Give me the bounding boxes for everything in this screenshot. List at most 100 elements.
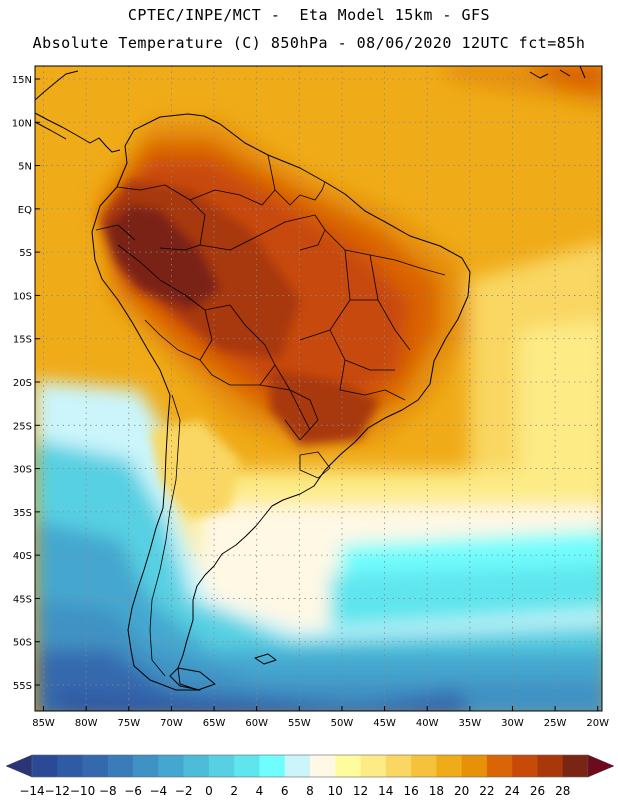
lon-tick-label: 25W <box>544 718 567 729</box>
border-guianas <box>274 181 326 206</box>
colorbar-bin <box>310 755 336 777</box>
latitude-labels: 15N 10N 5N EQ 5S 10S 15S 20S 25S 30S 35S 40S 45S 50S 5… <box>12 75 40 692</box>
field-minus12 <box>60 690 288 711</box>
colorbar-bin <box>360 755 387 777</box>
colorbar-tick-label: −8 <box>99 784 117 798</box>
border-colombia <box>116 184 206 251</box>
colorbar-bin <box>385 755 412 777</box>
lon-tick-label: 40W <box>416 718 439 729</box>
lon-tick-label: 75W <box>117 718 140 729</box>
field-26-south <box>270 370 380 445</box>
lon-tick-label: 50W <box>331 718 354 729</box>
lat-tick-label: 45S <box>13 594 32 605</box>
colorbar-tick-label: 14 <box>378 784 393 798</box>
lat-tick-label: 55S <box>13 681 32 692</box>
colorbar-tick-label: 28 <box>555 784 570 798</box>
lat-tick-label: 20S <box>13 378 32 389</box>
lat-tick-label: 50S <box>13 638 32 649</box>
colorbar-tick-label: 4 <box>256 784 264 798</box>
field-22-ne <box>528 66 602 94</box>
colorbar-tick-label: 8 <box>306 784 314 798</box>
field-28-core <box>105 205 220 310</box>
colorbar-tick-label: 2 <box>230 784 238 798</box>
lat-tick-label: 10N <box>12 118 32 129</box>
colorbar-tick-label: 12 <box>353 784 368 798</box>
field-14-andes <box>150 420 240 520</box>
colorbar-tick-label: 22 <box>479 784 494 798</box>
colorbar-tick-label: 24 <box>505 784 520 798</box>
lon-tick-label: 55W <box>288 718 311 729</box>
lat-tick-label: 40S <box>13 551 32 562</box>
colorbar-bin <box>259 755 286 777</box>
caribbean-islands <box>529 66 586 79</box>
map-frame <box>34 65 603 712</box>
lat-tick-label: 15N <box>12 75 32 86</box>
lon-tick-label: 65W <box>203 718 226 729</box>
central-america-coast <box>35 70 121 153</box>
colorbar-bin <box>133 755 159 777</box>
colorbar-bin <box>436 755 462 777</box>
colorbar-bins <box>31 754 589 778</box>
colorbar-tick-label: −14 <box>19 784 44 798</box>
lat-tick-label: 35S <box>13 508 32 519</box>
lat-tick-label: EQ <box>18 205 32 216</box>
colorbar-tick-label: −12 <box>45 784 70 798</box>
colorbar-bin <box>335 755 361 777</box>
colorbar-tick-label: 26 <box>530 784 545 798</box>
colorbar-labels: −14 −12 −10 −8 −6 −4 −2 0 2 4 6 8 10 12 14 16 18 20 22 24 26… <box>19 784 570 798</box>
colorbar-bin <box>411 755 437 777</box>
colorbar-bin <box>82 755 109 777</box>
lat-tick-label: 30S <box>13 465 32 476</box>
border-chile-argentina <box>149 394 181 677</box>
colorbar-tick-label: 6 <box>281 784 289 798</box>
falklands <box>254 653 277 665</box>
south-america-coast <box>91 113 471 691</box>
colorbar-tick-label: −10 <box>70 784 95 798</box>
lat-tick-label: 10S <box>13 291 32 302</box>
lat-tick-label: 5N <box>18 162 32 173</box>
border-peru <box>117 244 213 361</box>
colorbar-bin <box>461 755 488 777</box>
colorbar-bin <box>183 755 210 777</box>
title-line-1: CPTEC/INPE/MCT - Eta Model 15km - GFS <box>127 6 491 24</box>
colorbar-tick-label: −4 <box>150 784 168 798</box>
tierra-del-fuego <box>177 667 216 691</box>
colorbar-bin <box>284 755 311 777</box>
border-uruguay <box>299 451 331 479</box>
border-venezuela <box>189 154 276 206</box>
lat-tick-label: 5S <box>19 248 32 259</box>
colorbar-tick-label: 20 <box>454 784 469 798</box>
colorbar-bin <box>234 755 260 777</box>
lon-tick-label: 30W <box>501 718 524 729</box>
colorbar-tick-label: 0 <box>205 784 213 798</box>
lon-tick-label: 85W <box>32 718 55 729</box>
colorbar-bin <box>107 755 134 777</box>
colorbar-bin <box>486 755 513 777</box>
title-line-2: Absolute Temperature (C) 850hPa - 08/06/… <box>32 34 586 52</box>
colorbar-bin <box>537 755 564 777</box>
lon-tick-label: 20W <box>586 718 609 729</box>
colorbar-tick-label: 18 <box>429 784 444 798</box>
lon-tick-label: 80W <box>75 718 98 729</box>
lon-tick-label: 35W <box>459 718 482 729</box>
border-brazil <box>199 214 326 431</box>
colorbar-bin <box>208 755 235 777</box>
colorbar-bin <box>512 755 538 777</box>
field-minus10 <box>35 650 467 711</box>
lat-tick-label: 25S <box>13 421 32 432</box>
lon-tick-label: 60W <box>245 718 268 729</box>
colorbar-high-arrow <box>587 754 615 778</box>
colorbar-tick-label: 16 <box>403 784 418 798</box>
temperature-field <box>35 66 602 711</box>
coastlines <box>35 66 586 691</box>
colorbar-bin <box>562 755 589 777</box>
colorbar: −14 −12 −10 −8 −6 −4 −2 0 2 4 6 8 10 12 14 16 18 20 22 24 26… <box>5 754 615 798</box>
border-paraguay <box>259 384 319 441</box>
longitude-labels: 85W 80W 75W 70W 65W 60W 55W 50W 45W 40W 35W 30W 25W 2… <box>32 706 609 729</box>
colorbar-bin <box>32 755 58 777</box>
colorbar-tick-label: 10 <box>328 784 343 798</box>
lon-tick-label: 70W <box>160 718 183 729</box>
colorbar-bin <box>57 755 83 777</box>
colorbar-bin <box>158 755 184 777</box>
lon-tick-label: 45W <box>373 718 396 729</box>
